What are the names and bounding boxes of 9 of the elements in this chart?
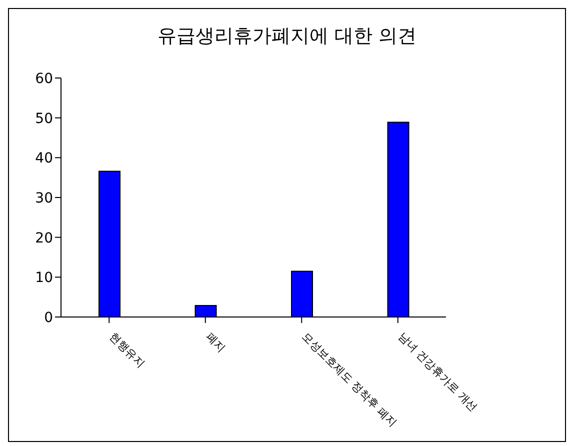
y-tick-label: 40 (35, 150, 53, 167)
y-tick-label: 10 (35, 270, 53, 286)
y-tick-label: 60 (35, 70, 53, 87)
y-tick-label: 0 (44, 310, 53, 326)
y-tick-label: 50 (35, 110, 53, 127)
y-tick-label: 20 (35, 230, 53, 246)
chart-title: 유급생리휴가폐지에 대한 의견 (156, 24, 418, 49)
y-tick-label: 30 (35, 190, 53, 206)
x-tick-label: 폐지 (203, 330, 228, 355)
